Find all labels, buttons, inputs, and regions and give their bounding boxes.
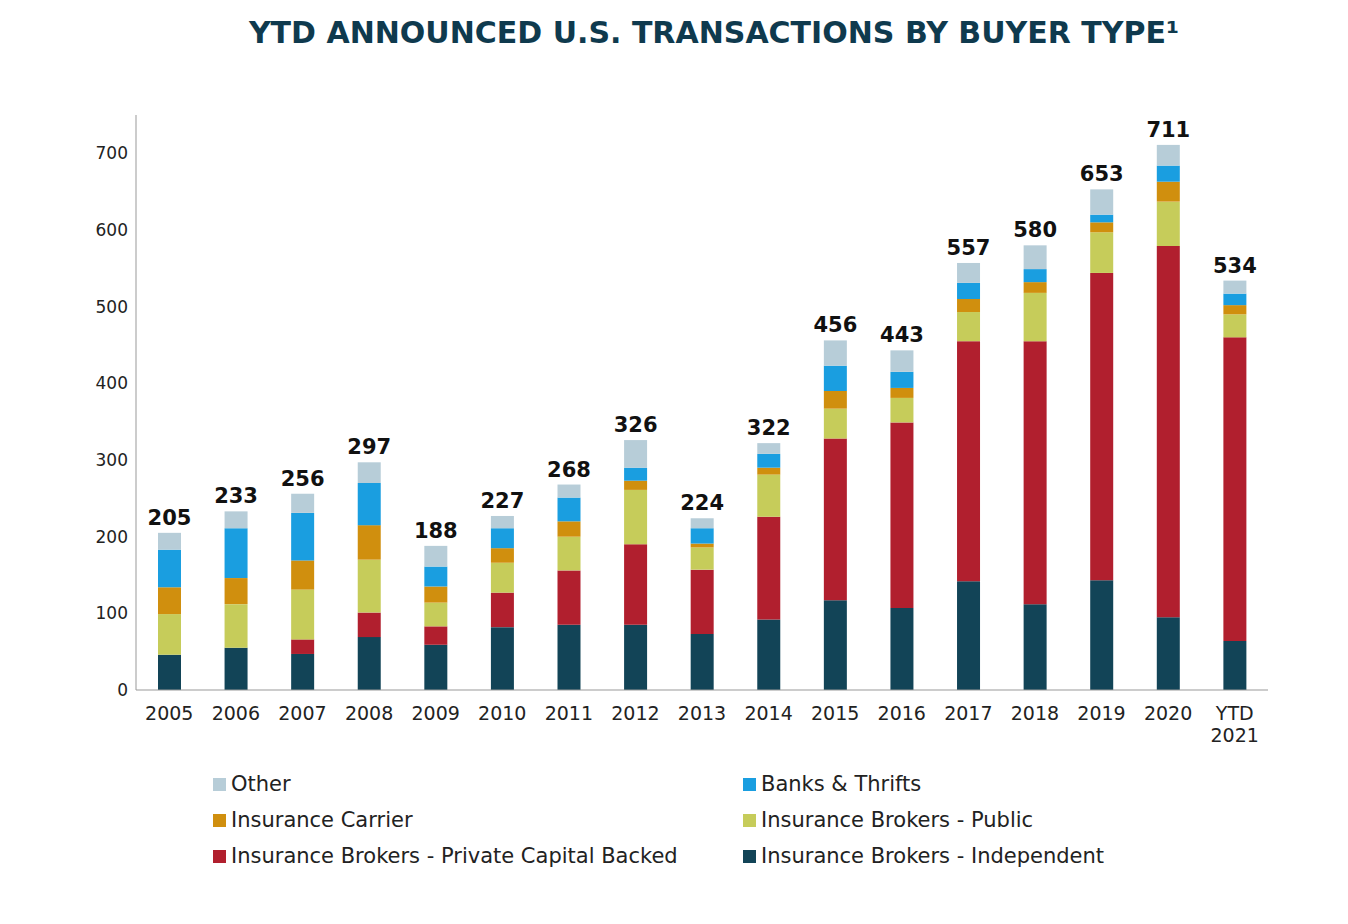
svg-text:2014: 2014 <box>744 702 792 724</box>
svg-text:400: 400 <box>96 373 128 393</box>
svg-text:297: 297 <box>347 435 391 459</box>
html-text:YTD ANNOUNCED U.S. TRANSACTION: YTD ANNOUNCED U.S. TRANSACTIONS BY BUYER… <box>248 15 1180 50</box>
svg-text:300: 300 <box>96 450 128 470</box>
svg-text:500: 500 <box>96 297 128 317</box>
svg-text:2006: 2006 <box>212 702 260 724</box>
svg-text:2012: 2012 <box>611 702 659 724</box>
svg-text:326: 326 <box>614 413 658 437</box>
svg-text:256: 256 <box>281 467 325 491</box>
svg-text:2017: 2017 <box>944 702 992 724</box>
svg-text:268: 268 <box>547 458 591 482</box>
svg-text:2005: 2005 <box>145 702 193 724</box>
svg-text:233: 233 <box>214 484 258 508</box>
svg-text:711: 711 <box>1146 118 1190 142</box>
svg-text:456: 456 <box>813 313 857 337</box>
svg-text:2011: 2011 <box>545 702 593 724</box>
svg-text:2016: 2016 <box>878 702 926 724</box>
svg-text:205: 205 <box>148 506 192 530</box>
svg-text:0: 0 <box>117 680 128 700</box>
svg-text:322: 322 <box>747 416 791 440</box>
svg-text:224: 224 <box>680 491 724 515</box>
svg-text:700: 700 <box>96 143 128 163</box>
svg-text:534: 534 <box>1213 254 1257 278</box>
html-text:Banks & Thrifts: Banks & Thrifts <box>761 772 922 796</box>
svg-text:2008: 2008 <box>345 702 393 724</box>
svg-text:443: 443 <box>880 323 924 347</box>
html-text:Insurance Brokers - Public: Insurance Brokers - Public <box>761 808 1034 832</box>
svg-text:557: 557 <box>947 236 991 260</box>
svg-text:227: 227 <box>480 489 524 513</box>
html-text:Insurance Brokers - Independen: Insurance Brokers - Independent <box>761 844 1105 868</box>
svg-text:188: 188 <box>414 519 458 543</box>
svg-text:2020: 2020 <box>1144 702 1192 724</box>
svg-text:2007: 2007 <box>278 702 326 724</box>
svg-text:2010: 2010 <box>478 702 526 724</box>
svg-text:2018: 2018 <box>1011 702 1059 724</box>
svg-text:100: 100 <box>96 603 128 623</box>
svg-text:2009: 2009 <box>411 702 459 724</box>
svg-text:YTD2021: YTD2021 <box>1211 702 1259 746</box>
svg-text:200: 200 <box>96 527 128 547</box>
html-text:Insurance Brokers - Private Ca: Insurance Brokers - Private Capital Back… <box>231 844 678 868</box>
html-text:Other: Other <box>231 772 291 796</box>
svg-text:600: 600 <box>96 220 128 240</box>
svg-text:653: 653 <box>1080 162 1124 186</box>
html-text:Insurance Carrier: Insurance Carrier <box>231 808 413 832</box>
svg-text:580: 580 <box>1013 218 1057 242</box>
svg-text:2013: 2013 <box>678 702 726 724</box>
svg-text:2019: 2019 <box>1077 702 1125 724</box>
svg-text:2015: 2015 <box>811 702 859 724</box>
